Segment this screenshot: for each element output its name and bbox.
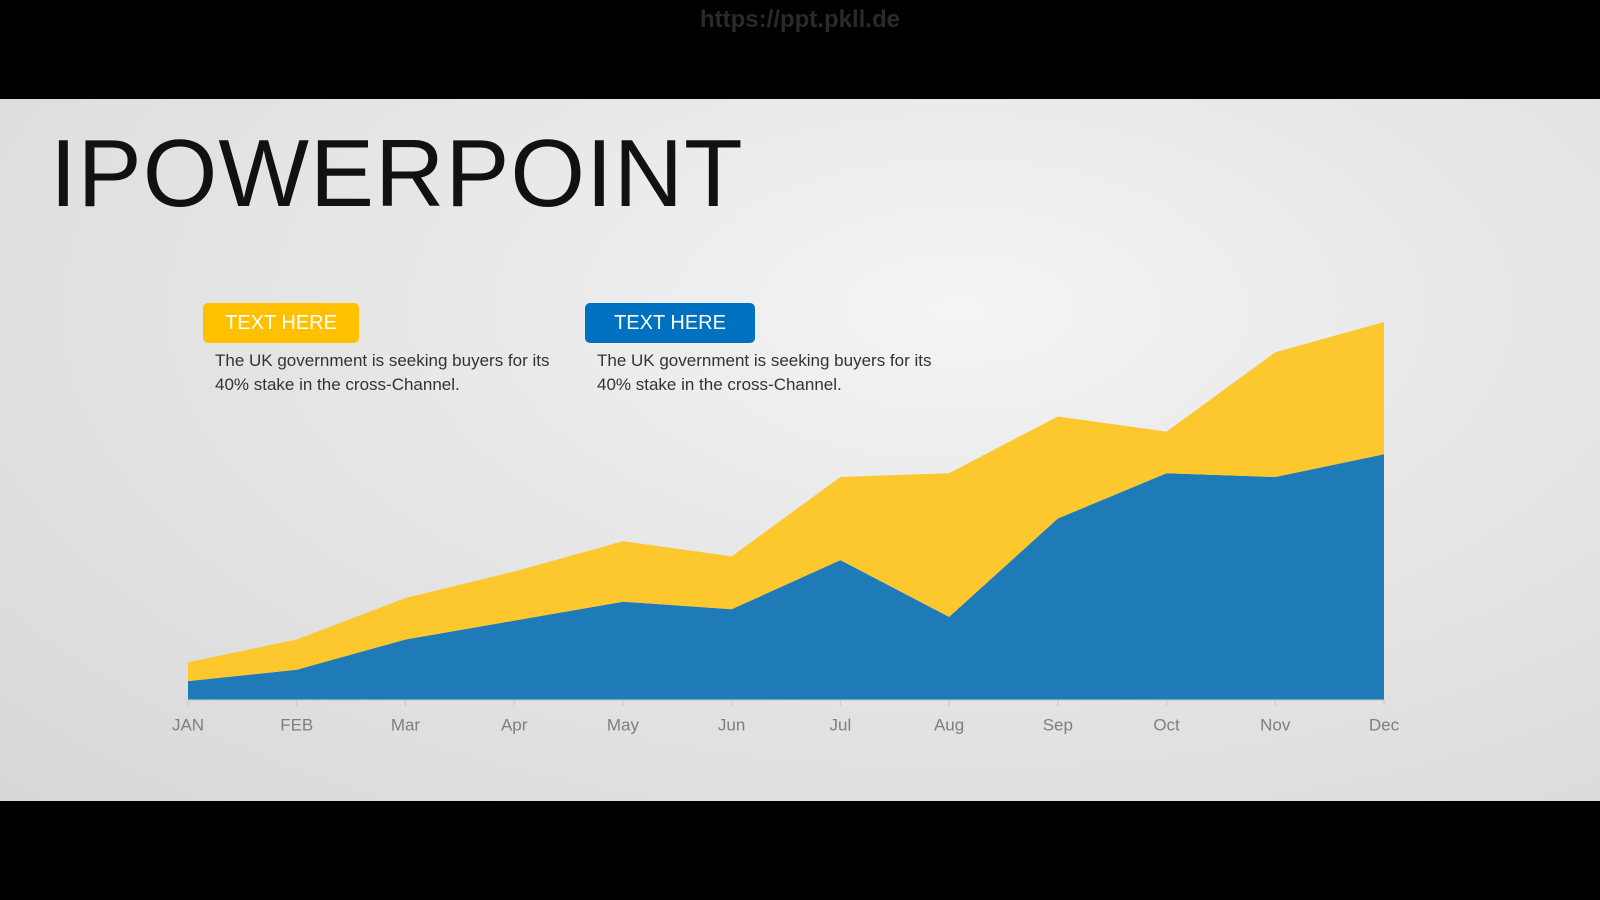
x-tick-label: JAN (172, 715, 204, 734)
area (188, 322, 1384, 682)
x-tick-label: Mar (391, 715, 421, 734)
x-tick-label: Aug (934, 715, 964, 734)
x-tick-label: Dec (1369, 715, 1400, 734)
watermark: https://ppt.pkll.de (700, 6, 900, 33)
x-tick-label: FEB (280, 715, 313, 734)
x-tick-label: Apr (501, 715, 528, 734)
chart: JAN FEB Mar Apr May Jun Jul Aug Sep Oct Nov Dec (172, 322, 1400, 734)
x-tick-label: Nov (1260, 715, 1291, 734)
x-tick-label: May (607, 715, 640, 734)
x-tick-label: Jun (718, 715, 745, 734)
x-tick-label: Oct (1153, 715, 1180, 734)
slide-title: IPOWERPOINT (50, 120, 744, 227)
label-box: TEXT HERE (585, 303, 755, 343)
x-tick-label: Sep (1043, 715, 1073, 734)
label-box: TEXT HERE (203, 303, 359, 343)
body-text: The UK government is seeking buyers for … (597, 351, 932, 394)
slide: IPOWERPOINT TEXT HERE The UK government … (0, 99, 1600, 801)
x-tick-label: Jul (829, 715, 851, 734)
area (188, 454, 1384, 700)
body-text: The UK government is seeking buyers for … (215, 351, 550, 394)
